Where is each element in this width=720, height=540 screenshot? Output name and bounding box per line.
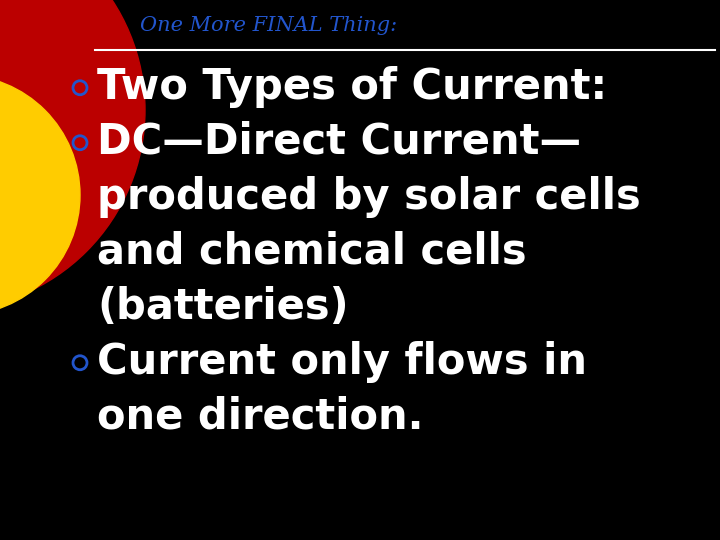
Text: One More FINAL Thing:: One More FINAL Thing: (140, 16, 397, 35)
Text: one direction.: one direction. (97, 396, 423, 438)
Circle shape (0, 0, 145, 310)
Text: (batteries): (batteries) (97, 286, 348, 328)
Text: and chemical cells: and chemical cells (97, 231, 526, 273)
Text: produced by solar cells: produced by solar cells (97, 176, 641, 218)
Text: DC—Direct Current—: DC—Direct Current— (97, 121, 581, 163)
Text: Two Types of Current:: Two Types of Current: (97, 66, 607, 108)
Circle shape (0, 75, 80, 315)
Text: Current only flows in: Current only flows in (97, 341, 587, 383)
